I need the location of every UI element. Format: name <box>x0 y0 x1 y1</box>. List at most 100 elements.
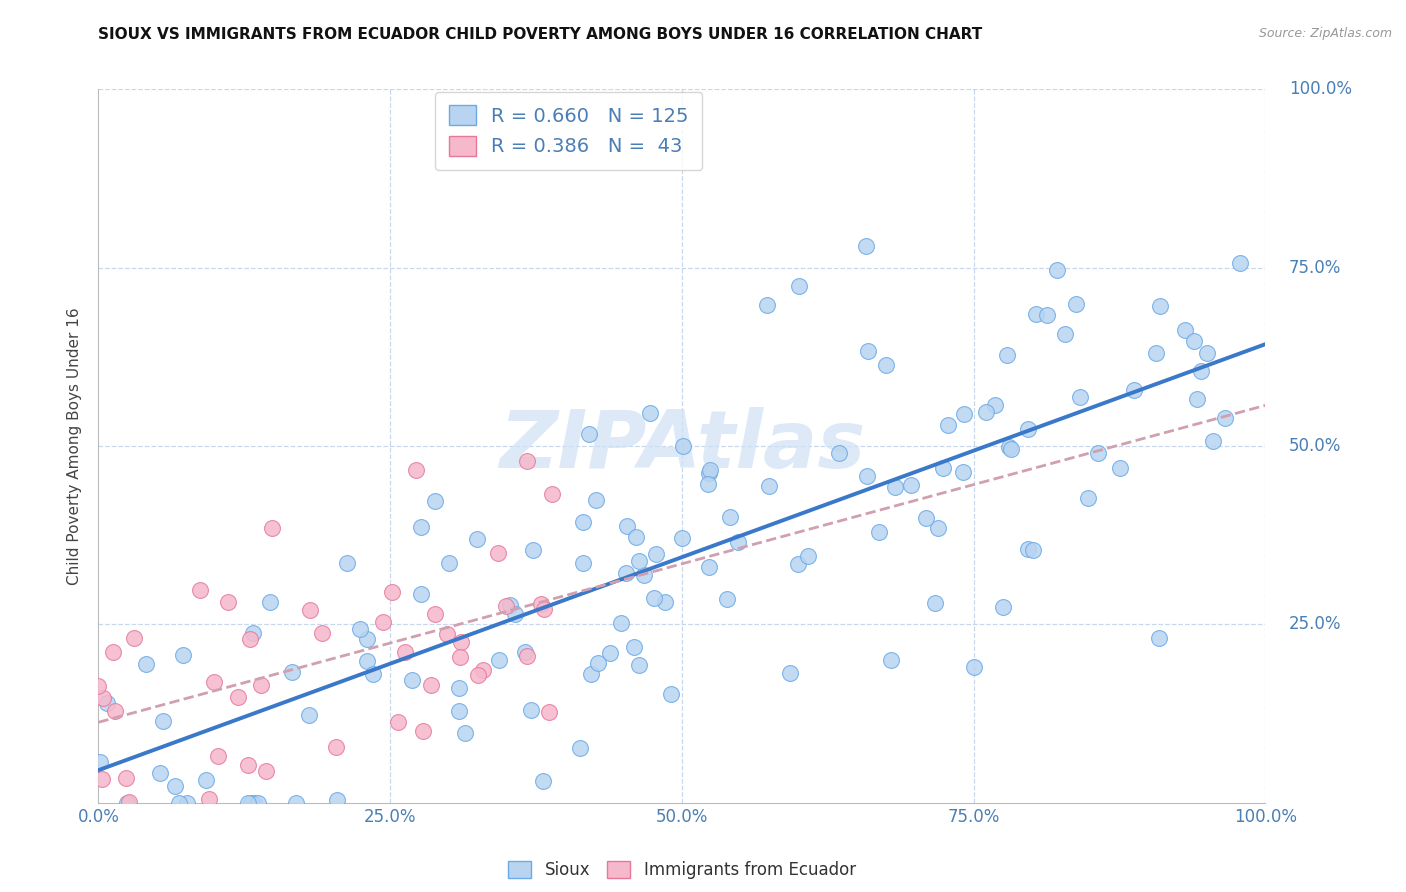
Point <box>242 625 264 640</box>
Point <box>541 487 564 501</box>
Point <box>195 773 218 788</box>
Point <box>516 454 538 468</box>
Point <box>122 632 145 646</box>
Point <box>89 756 111 770</box>
Point <box>868 524 890 539</box>
Point <box>927 521 949 535</box>
Point <box>614 566 637 580</box>
Point <box>924 595 946 609</box>
Point <box>236 757 259 772</box>
Point <box>299 603 322 617</box>
Point <box>325 739 347 754</box>
Point <box>349 622 371 636</box>
Point <box>87 679 110 693</box>
Point <box>425 607 447 622</box>
Text: SIOUX VS IMMIGRANTS FROM ECUADOR CHILD POVERTY AMONG BOYS UNDER 16 CORRELATION C: SIOUX VS IMMIGRANTS FROM ECUADOR CHILD P… <box>98 27 983 42</box>
Point <box>262 521 284 535</box>
Point <box>217 595 239 609</box>
Point <box>758 478 780 492</box>
Point <box>254 764 277 778</box>
Point <box>855 239 877 253</box>
Point <box>91 772 114 787</box>
Point <box>884 480 907 494</box>
Point <box>654 595 676 609</box>
Point <box>627 657 650 672</box>
Text: Source: ZipAtlas.com: Source: ZipAtlas.com <box>1258 27 1392 40</box>
Text: 25.0%: 25.0% <box>1289 615 1341 633</box>
Point <box>931 461 953 475</box>
Point <box>643 591 665 605</box>
Point <box>627 554 650 568</box>
Point <box>447 705 470 719</box>
Point <box>727 534 749 549</box>
Point <box>586 656 609 670</box>
Point <box>1197 346 1219 360</box>
Legend: Sioux, Immigrants from Ecuador: Sioux, Immigrants from Ecuador <box>499 853 865 888</box>
Point <box>298 708 321 723</box>
Point <box>522 542 544 557</box>
Point <box>243 796 266 810</box>
Point <box>936 418 959 433</box>
Point <box>779 666 801 681</box>
Point <box>1077 491 1099 506</box>
Point <box>1054 326 1077 341</box>
Point <box>915 511 938 525</box>
Point <box>117 796 139 810</box>
Point <box>787 278 810 293</box>
Point <box>454 726 477 740</box>
Point <box>697 467 720 481</box>
Point <box>280 665 302 679</box>
Point <box>633 567 655 582</box>
Point <box>152 714 174 728</box>
Point <box>176 796 198 810</box>
Point <box>519 703 541 717</box>
Point <box>671 531 693 545</box>
Point <box>1025 307 1047 321</box>
Point <box>991 599 1014 614</box>
Point <box>436 627 458 641</box>
Point <box>515 645 537 659</box>
Point <box>963 660 986 674</box>
Point <box>538 706 561 720</box>
Point <box>114 771 136 785</box>
Point <box>599 647 621 661</box>
Point <box>1174 323 1197 337</box>
Point <box>387 714 409 729</box>
Point <box>207 748 229 763</box>
Point <box>1046 263 1069 277</box>
Point <box>371 615 394 629</box>
Point <box>796 549 818 563</box>
Point <box>103 645 125 659</box>
Point <box>530 598 553 612</box>
Text: 75.0%: 75.0% <box>1289 259 1341 277</box>
Point <box>571 556 593 570</box>
Point <box>644 547 666 561</box>
Point <box>1109 460 1132 475</box>
Point <box>356 654 378 668</box>
Point <box>569 740 592 755</box>
Point <box>1149 631 1171 645</box>
Point <box>638 406 661 420</box>
Point <box>787 557 810 571</box>
Text: ZIPAtlas: ZIPAtlas <box>499 407 865 485</box>
Point <box>240 796 263 810</box>
Point <box>465 533 488 547</box>
Point <box>1213 410 1236 425</box>
Point <box>472 663 495 677</box>
Point <box>699 463 721 477</box>
Point <box>488 546 510 560</box>
Point <box>165 779 187 793</box>
Point <box>361 666 384 681</box>
Point <box>172 648 194 663</box>
Point <box>356 632 378 646</box>
Point <box>716 592 738 607</box>
Point <box>239 632 262 647</box>
Text: 100.0%: 100.0% <box>1289 80 1351 98</box>
Point <box>984 398 1007 412</box>
Point <box>488 653 510 667</box>
Point <box>875 358 897 372</box>
Point <box>336 556 359 570</box>
Point <box>467 668 489 682</box>
Point <box>856 343 879 358</box>
Point <box>616 519 638 533</box>
